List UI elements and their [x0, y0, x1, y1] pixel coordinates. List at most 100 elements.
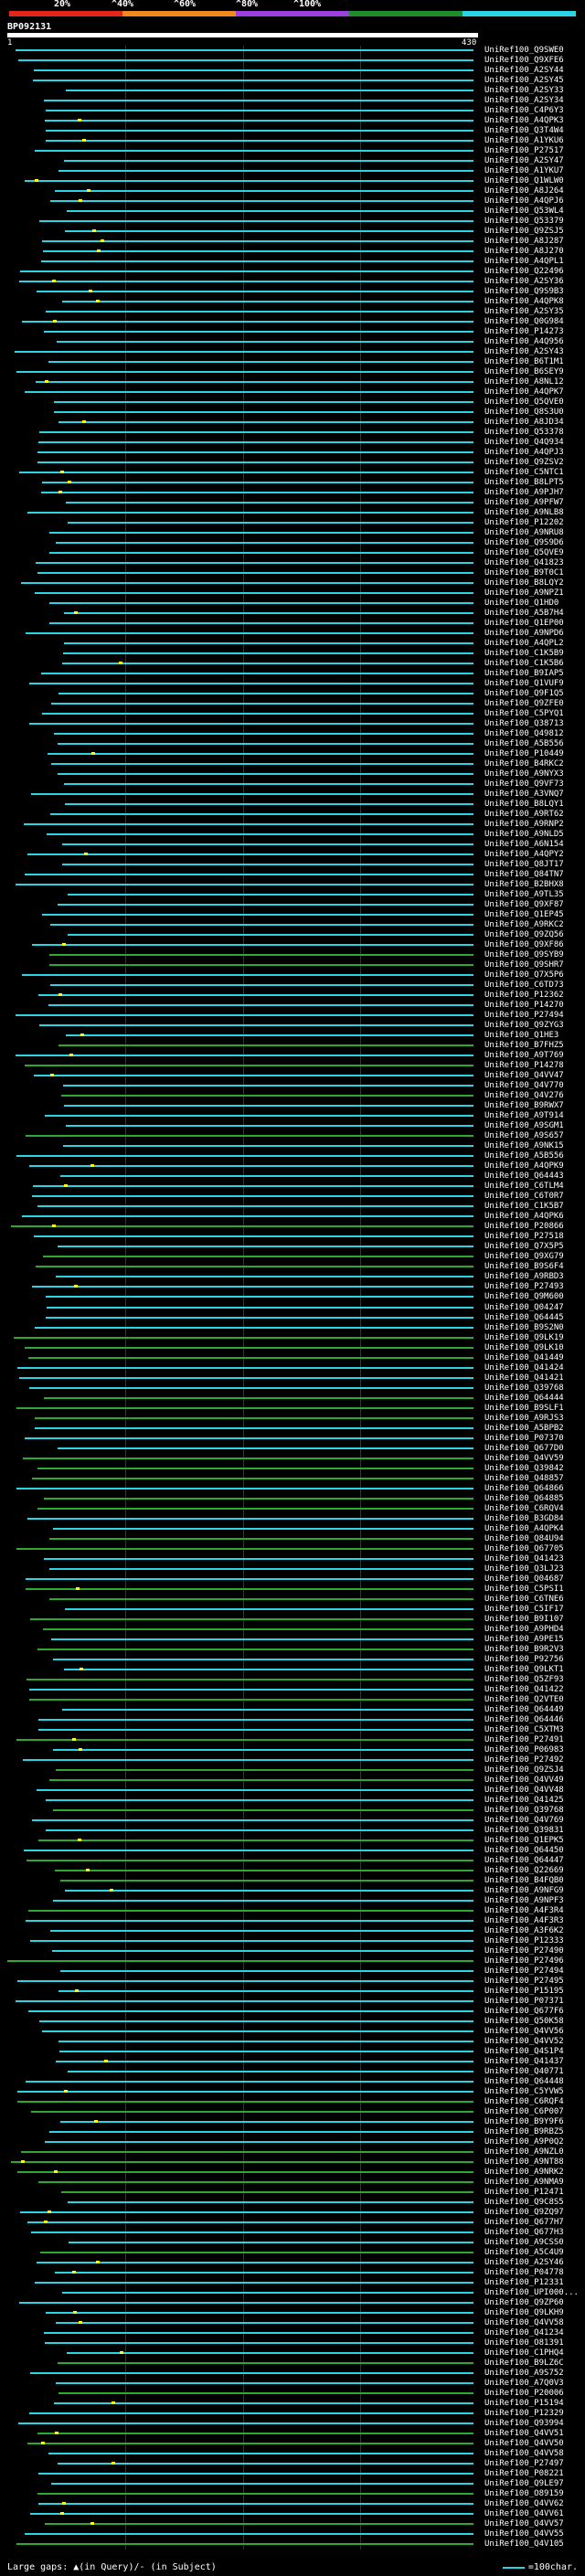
hit-row[interactable]: UniRef100_Q64885 [7, 1494, 585, 1503]
hit-row[interactable]: UniRef100_A9PFW7 [7, 498, 585, 507]
hit-label[interactable]: UniRef100_A9PE15 [484, 1634, 564, 1644]
hit-row[interactable]: UniRef100_Q41423 [7, 1554, 585, 1564]
hit-row[interactable]: UniRef100_P07370 [7, 1434, 585, 1443]
hit-label[interactable]: UniRef100_Q9XF87 [484, 900, 564, 910]
hit-row[interactable]: UniRef100_A4F3R3 [7, 1916, 585, 1925]
hit-label[interactable]: UniRef100_A2SY47 [484, 156, 564, 166]
hit-row[interactable]: UniRef100_P08221 [7, 2469, 585, 2478]
hit-row[interactable]: UniRef100_A4QPK7 [7, 387, 585, 397]
hit-row[interactable]: UniRef100_A2SY44 [7, 66, 585, 75]
hit-label[interactable]: UniRef100_Q9S9D6 [484, 538, 564, 548]
hit-label[interactable]: UniRef100_Q64448 [484, 2076, 564, 2086]
hit-row[interactable]: UniRef100_Q84TN7 [7, 870, 585, 879]
hit-row[interactable]: UniRef100_Q64446 [7, 1715, 585, 1724]
hit-row[interactable]: UniRef100_A9CSS0 [7, 2238, 585, 2247]
hit-row[interactable]: UniRef100_Q9ZQ97 [7, 2208, 585, 2217]
hit-row[interactable]: UniRef100_Q04687 [7, 1574, 585, 1584]
hit-row[interactable]: UniRef100_B9S6F4 [7, 1262, 585, 1271]
hit-label[interactable]: UniRef100_Q9SHR7 [484, 960, 564, 970]
hit-label[interactable]: UniRef100_A2SY46 [484, 2257, 564, 2267]
hit-label[interactable]: UniRef100_A4QPK6 [484, 1212, 564, 1222]
hit-label[interactable]: UniRef100_Q41823 [484, 558, 564, 568]
hit-label[interactable]: UniRef100_A9PFW7 [484, 498, 564, 508]
hit-row[interactable]: UniRef100_A9SGM1 [7, 1121, 585, 1130]
hit-label[interactable]: UniRef100_Q04247 [484, 1302, 564, 1312]
hit-label[interactable]: UniRef100_C1K5B6 [484, 659, 564, 669]
hit-label[interactable]: UniRef100_P12471 [484, 2187, 564, 2197]
hit-label[interactable]: UniRef100_P14278 [484, 1061, 564, 1071]
hit-row[interactable]: UniRef100_Q48857 [7, 1474, 585, 1483]
hit-row[interactable]: UniRef100_A9RKC2 [7, 920, 585, 929]
hit-row[interactable]: UniRef100_B9SLF1 [7, 1404, 585, 1413]
hit-label[interactable]: UniRef100_Q9ZSV2 [484, 458, 564, 468]
hit-label[interactable]: UniRef100_Q64866 [484, 1483, 564, 1493]
hit-row[interactable]: UniRef100_Q41421 [7, 1373, 585, 1383]
hit-label[interactable]: UniRef100_C5PYQ1 [484, 709, 564, 719]
hit-row[interactable]: UniRef100_A3VNQ7 [7, 790, 585, 799]
hit-label[interactable]: UniRef100_P20866 [484, 1222, 564, 1232]
hit-label[interactable]: UniRef100_P12202 [484, 518, 564, 528]
hit-label[interactable]: UniRef100_A3VNQ7 [484, 790, 564, 800]
hit-label[interactable]: UniRef100_Q9XFE6 [484, 56, 564, 65]
hit-row[interactable]: UniRef100_C6TNE6 [7, 1595, 585, 1604]
hit-row[interactable]: UniRef100_A2SY47 [7, 156, 585, 165]
hit-label[interactable]: UniRef100_A4Q956 [484, 337, 564, 347]
hit-row[interactable]: UniRef100_B6T1M1 [7, 357, 585, 366]
hit-label[interactable]: UniRef100_C5YVW5 [484, 2086, 564, 2096]
hit-row[interactable]: UniRef100_Q9F1Q5 [7, 689, 585, 698]
hit-label[interactable]: UniRef100_Q9XF86 [484, 940, 564, 950]
hit-row[interactable]: UniRef100_A8NL12 [7, 377, 585, 387]
hit-row[interactable]: UniRef100_A4QPJ6 [7, 196, 585, 206]
hit-row[interactable]: UniRef100_Q3T4W4 [7, 126, 585, 135]
hit-row[interactable]: UniRef100_Q93994 [7, 2419, 585, 2428]
hit-label[interactable]: UniRef100_Q1EP00 [484, 619, 564, 629]
hit-row[interactable]: UniRef100_C6P007 [7, 2107, 585, 2116]
hit-row[interactable]: UniRef100_Q2VTE0 [7, 1695, 585, 1704]
hit-row[interactable]: UniRef100_B8LPT5 [7, 478, 585, 487]
hit-row[interactable]: UniRef100_Q4VV50 [7, 2439, 585, 2448]
hit-row[interactable]: UniRef100_Q39842 [7, 1464, 585, 1473]
hit-row[interactable]: UniRef100_Q4V769 [7, 1816, 585, 1825]
hit-row[interactable]: UniRef100_P14270 [7, 1001, 585, 1010]
hit-row[interactable]: UniRef100_C5IF17 [7, 1605, 585, 1614]
hit-label[interactable]: UniRef100_Q1VUF9 [484, 679, 564, 689]
hit-row[interactable]: UniRef100_Q4VV55 [7, 2529, 585, 2539]
hit-label[interactable]: UniRef100_A9NFG9 [484, 1885, 564, 1895]
hit-label[interactable]: UniRef100_A9S657 [484, 1131, 564, 1141]
hit-row[interactable]: UniRef100_A9PHD4 [7, 1625, 585, 1634]
hit-row[interactable]: UniRef100_P12329 [7, 2409, 585, 2418]
hit-label[interactable]: UniRef100_Q40771 [484, 2066, 564, 2076]
hit-label[interactable]: UniRef100_P27496 [484, 1956, 564, 1966]
hit-row[interactable]: UniRef100_Q9LKH9 [7, 2308, 585, 2317]
hit-row[interactable]: UniRef100_P12471 [7, 2188, 585, 2197]
hit-label[interactable]: UniRef100_Q64450 [484, 1845, 564, 1855]
hit-row[interactable]: UniRef100_Q1EP00 [7, 619, 585, 628]
hit-row[interactable]: UniRef100_A8J270 [7, 247, 585, 256]
hit-row[interactable]: UniRef100_Q84U94 [7, 1534, 585, 1543]
hit-row[interactable]: UniRef100_A8JD34 [7, 418, 585, 427]
hit-row[interactable]: UniRef100_Q9LKT1 [7, 1665, 585, 1674]
hit-row[interactable]: UniRef100_P27492 [7, 1755, 585, 1765]
hit-label[interactable]: UniRef100_P27492 [484, 1754, 564, 1765]
hit-row[interactable]: UniRef100_Q38713 [7, 719, 585, 728]
hit-row[interactable]: UniRef100_Q40771 [7, 2067, 585, 2076]
hit-label[interactable]: UniRef100_P07371 [484, 1996, 564, 2006]
hit-label[interactable]: UniRef100_Q93994 [484, 2418, 564, 2428]
hit-label[interactable]: UniRef100_Q1WLW0 [484, 176, 564, 186]
hit-row[interactable]: UniRef100_A9NRK2 [7, 2168, 585, 2177]
hit-row[interactable]: UniRef100_A4QPL1 [7, 257, 585, 266]
hit-label[interactable]: UniRef100_Q9SYB9 [484, 950, 564, 960]
hit-label[interactable]: UniRef100_B3GD84 [484, 1513, 564, 1523]
hit-label[interactable]: UniRef100_A9RNP2 [484, 820, 564, 830]
hit-row[interactable]: UniRef100_Q4VV58 [7, 2449, 585, 2458]
hit-label[interactable]: UniRef100_A9CSS0 [484, 2237, 564, 2247]
hit-label[interactable]: UniRef100_Q4VV51 [484, 2428, 564, 2438]
hit-label[interactable]: UniRef100_A5B7H4 [484, 609, 564, 619]
hit-row[interactable]: UniRef100_Q4VV62 [7, 2499, 585, 2508]
hit-row[interactable]: UniRef100_A9NZL0 [7, 2147, 585, 2157]
hit-row[interactable]: UniRef100_Q5ZF93 [7, 1675, 585, 1684]
hit-label[interactable]: UniRef100_A5BPB2 [484, 1423, 564, 1433]
hit-label[interactable]: UniRef100_Q64443 [484, 1171, 564, 1182]
hit-row[interactable]: UniRef100_A8J264 [7, 186, 585, 196]
hit-row[interactable]: UniRef100_A9P0Q2 [7, 2137, 585, 2147]
